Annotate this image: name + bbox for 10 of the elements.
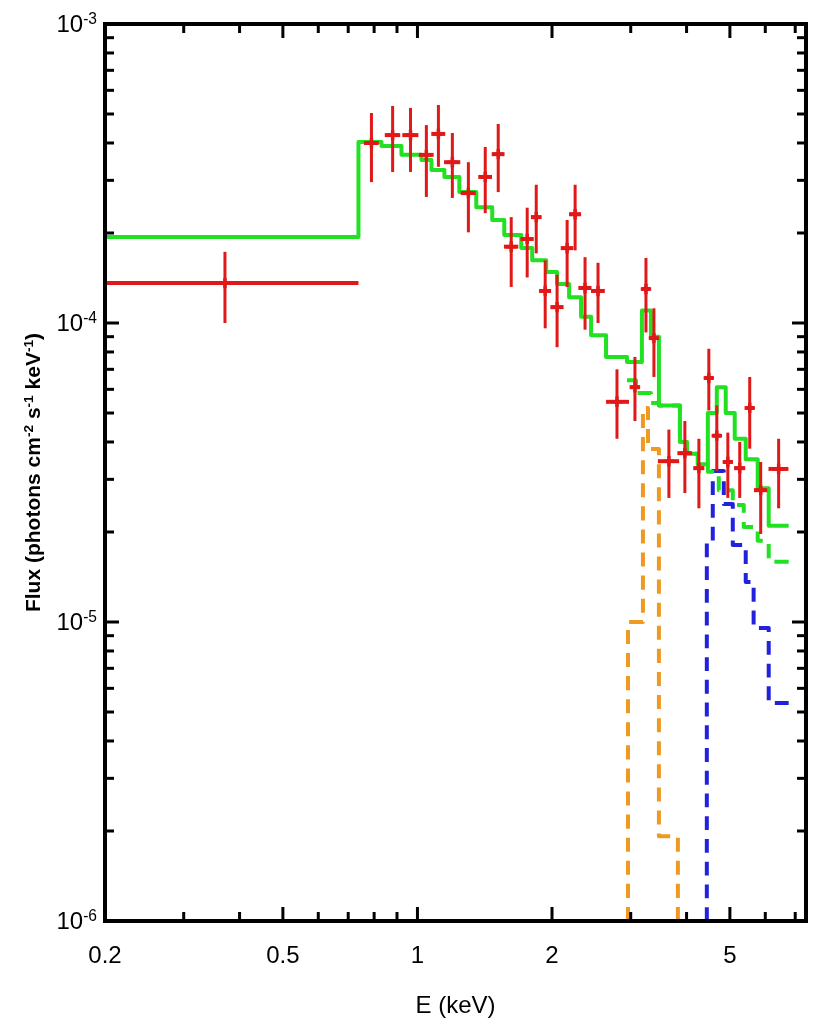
x-tick-label: 0.5	[266, 941, 300, 968]
x-axis-title: E (keV)	[415, 991, 496, 1018]
x-tick-label: 2	[545, 941, 559, 968]
y-tick-label: 10$^{-3}$	[56, 9, 97, 37]
x-tick-label: 0.2	[88, 941, 122, 968]
y-tick-label: 10$^{-6}$	[56, 906, 97, 934]
x-tick-label: 5	[723, 941, 737, 968]
x-tick-label: 1	[410, 941, 425, 968]
y-tick-label: 10$^{-4}$	[56, 308, 98, 336]
y-tick-label: 10$^{-5}$	[56, 607, 98, 635]
